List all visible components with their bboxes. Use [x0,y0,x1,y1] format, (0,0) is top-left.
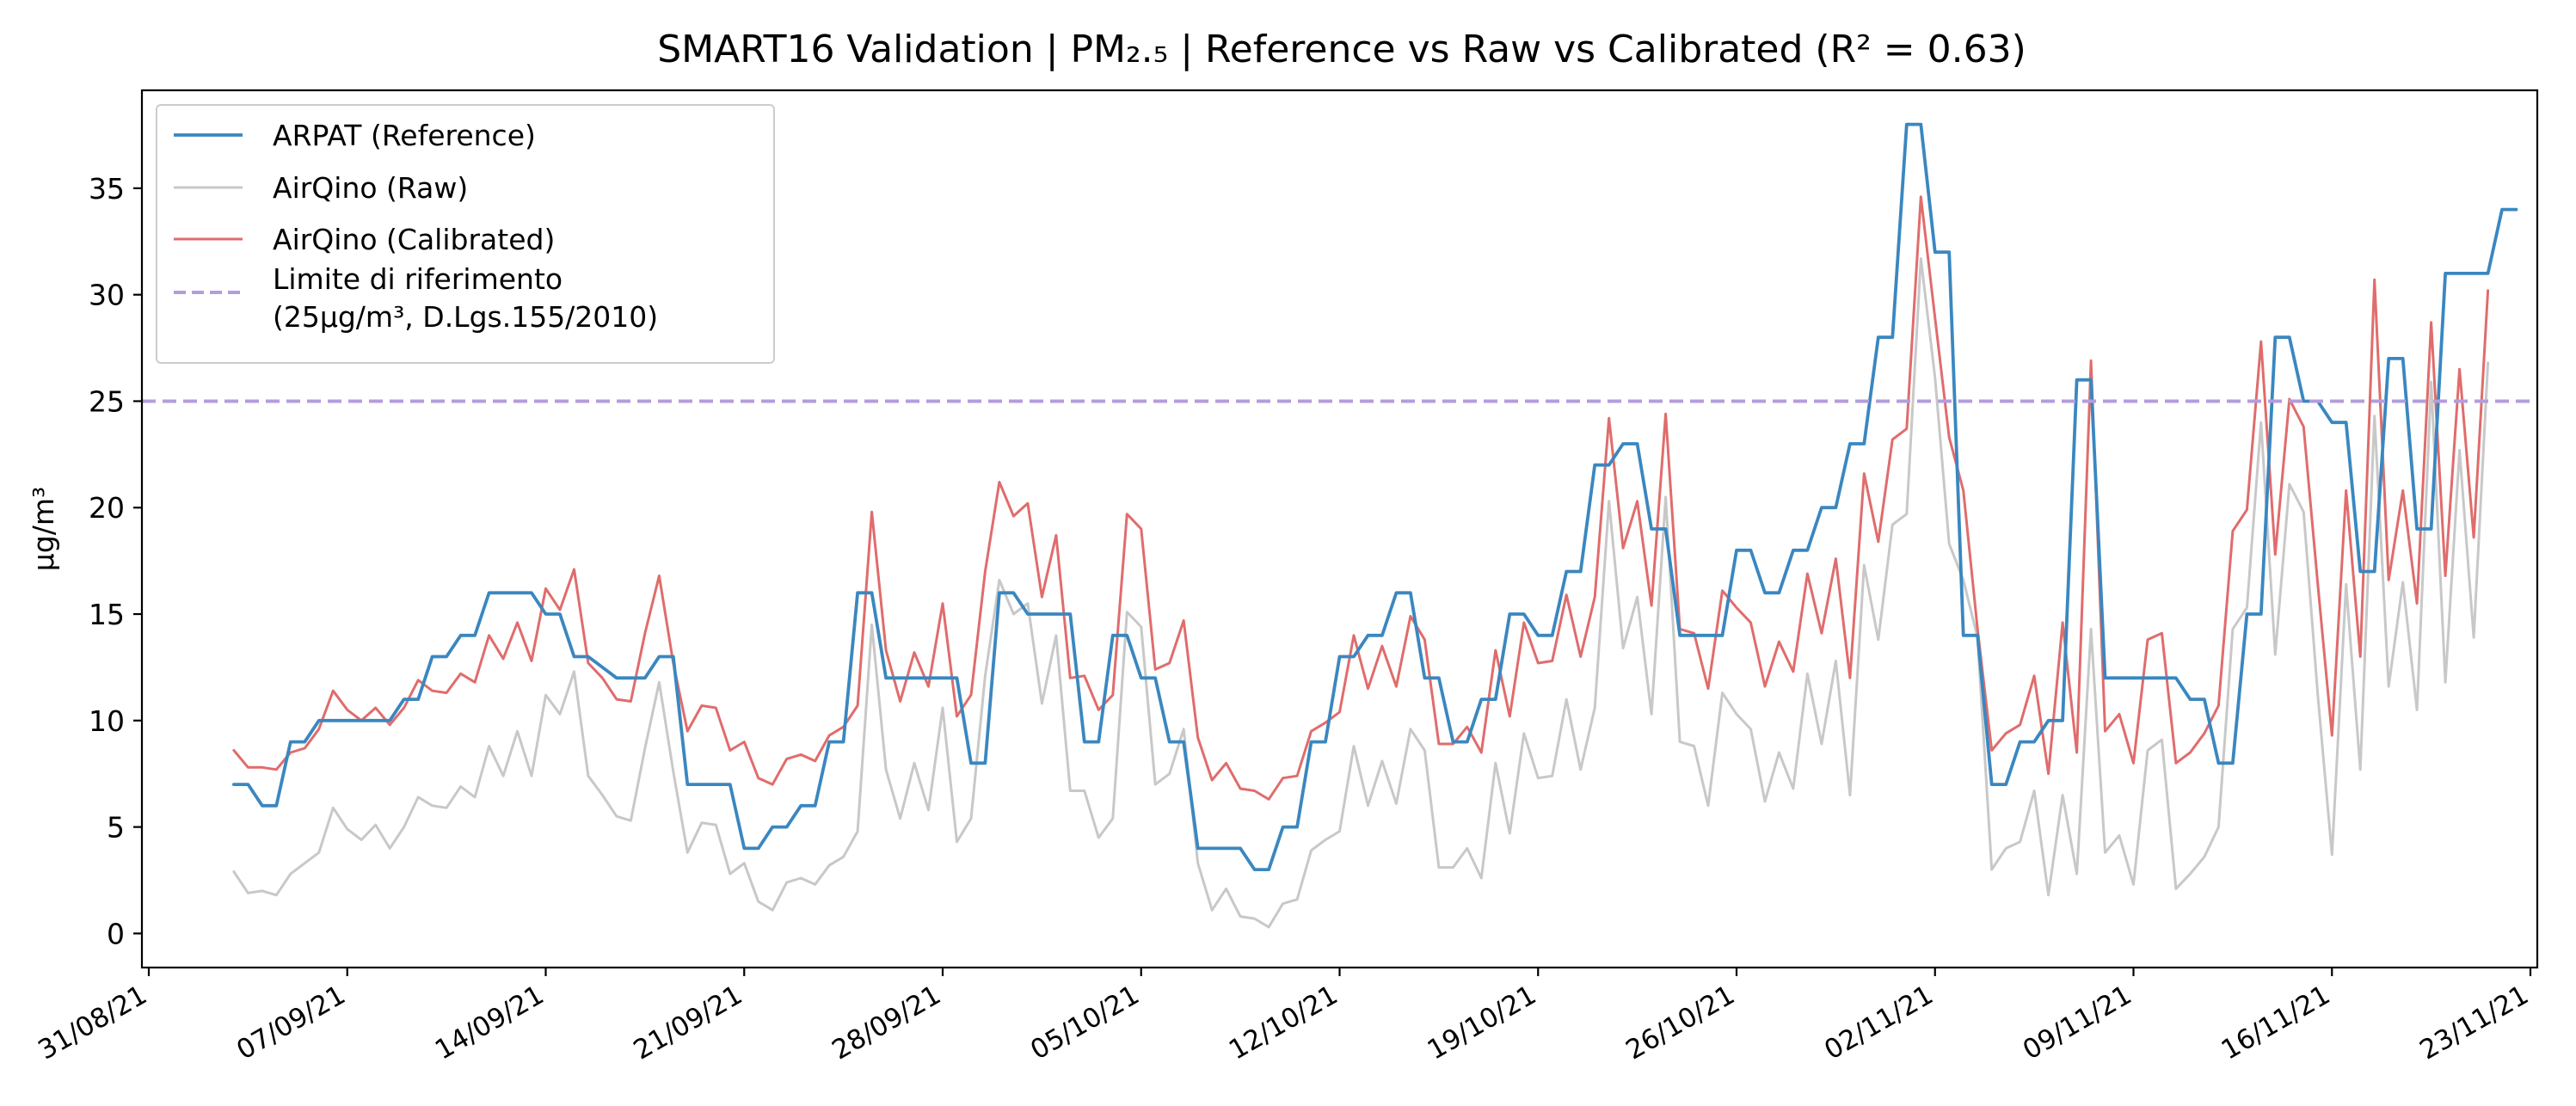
series-line-0 [231,122,2518,871]
chart-title: SMART16 Validation | PM₂.₅ | Reference v… [657,28,2026,71]
legend-label-2: AirQino (Calibrated) [273,223,555,256]
y-tick-label-4: 20 [89,491,125,525]
legend-label-0: ARPAT (Reference) [273,119,536,152]
legend-box [156,104,775,364]
series-line-2 [232,195,2490,801]
legend-label-3-0: Limite di riferimento [273,262,563,296]
series-line-1 [232,257,2490,929]
series-layer [231,122,2518,929]
y-tick-label-3: 15 [89,598,125,631]
legend-label-3-1: (25µg/m³, D.Lgs.155/2010) [273,300,658,334]
y-tick-label-2: 10 [89,704,125,738]
legend-label-1: AirQino (Raw) [273,171,468,205]
y-tick-label-0: 0 [107,917,125,950]
y-axis-label: µg/m³ [27,487,60,571]
y-tick-label-7: 35 [89,172,125,206]
legend: ARPAT (Reference) AirQino (Raw) AirQino (C… [156,104,775,364]
y-tick-label-6: 30 [89,279,125,312]
y-tick-label-5: 25 [89,384,125,418]
y-tick-label-1: 5 [107,811,125,845]
